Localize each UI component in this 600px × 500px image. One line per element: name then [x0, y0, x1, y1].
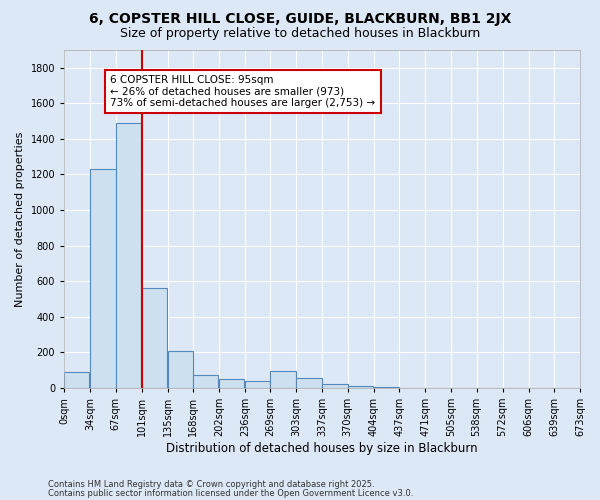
Text: 6, COPSTER HILL CLOSE, GUIDE, BLACKBURN, BB1 2JX: 6, COPSTER HILL CLOSE, GUIDE, BLACKBURN,… — [89, 12, 511, 26]
X-axis label: Distribution of detached houses by size in Blackburn: Distribution of detached houses by size … — [166, 442, 478, 455]
Bar — [296, 378, 322, 388]
Bar — [116, 123, 141, 388]
Bar — [348, 386, 373, 388]
Bar — [245, 381, 271, 388]
Bar — [219, 379, 244, 388]
Bar — [64, 372, 89, 388]
Bar — [271, 371, 296, 388]
Text: Size of property relative to detached houses in Blackburn: Size of property relative to detached ho… — [120, 28, 480, 40]
Text: Contains public sector information licensed under the Open Government Licence v3: Contains public sector information licen… — [48, 489, 413, 498]
Bar — [374, 387, 399, 388]
Bar — [142, 288, 167, 388]
Bar — [193, 374, 218, 388]
Bar — [90, 169, 116, 388]
Y-axis label: Number of detached properties: Number of detached properties — [15, 132, 25, 306]
Text: Contains HM Land Registry data © Crown copyright and database right 2025.: Contains HM Land Registry data © Crown c… — [48, 480, 374, 489]
Bar — [167, 350, 193, 388]
Text: 6 COPSTER HILL CLOSE: 95sqm
← 26% of detached houses are smaller (973)
73% of se: 6 COPSTER HILL CLOSE: 95sqm ← 26% of det… — [110, 75, 376, 108]
Bar — [322, 384, 348, 388]
